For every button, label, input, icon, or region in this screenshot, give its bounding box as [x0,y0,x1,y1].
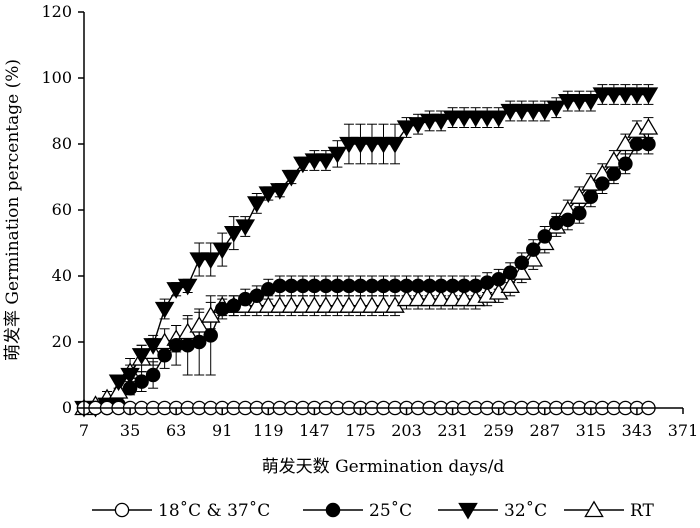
y-tick-label: 0 [62,398,72,417]
x-tick-label: 35 [120,421,140,440]
legend-label: 25˚C [369,501,412,521]
data-point [189,316,209,333]
data-point [560,212,576,228]
data-point [595,176,610,191]
y-axis-title: 萌发率 Germination percentage (%) [3,59,23,361]
data-point [134,374,149,389]
data-point [526,242,541,257]
x-tick-label: 287 [529,421,560,440]
data-point [572,206,587,221]
data-point [500,276,520,294]
data-point [143,338,163,355]
series-line [83,126,649,409]
data-point [618,156,633,172]
data-point [157,347,172,363]
data-point [293,156,313,174]
data-point [569,187,590,204]
legend: 18˚C & 37˚C 25˚C 32˚C RT [92,500,655,521]
data-point [534,103,555,121]
data-point [606,166,622,181]
data-point [514,255,529,271]
x-tick-label: 63 [166,421,186,440]
x-tick-label: 371 [668,421,699,440]
y-tick-label: 40 [52,266,72,285]
data-point [511,263,532,280]
y-tick-label: 100 [41,68,72,87]
data-point [491,272,506,287]
data-point [258,186,279,203]
error-bars [90,84,654,409]
data-point [212,242,233,260]
data-point [191,334,207,350]
data-point [200,252,221,269]
data-point [385,136,405,154]
data-point [235,219,256,236]
legend-label: RT [630,501,655,521]
data-point [226,298,241,313]
data-point [581,93,601,111]
tick-marks [78,11,684,414]
data-point [281,169,302,187]
data-point [108,374,129,392]
data-point [154,301,175,319]
legend-marker [114,502,130,518]
data-point [546,100,567,118]
y-tick-label: 60 [52,200,72,219]
legend-label: 32˚C [504,501,547,521]
data-point [537,229,553,244]
data-point [327,146,348,164]
x-tick-label: 7 [79,421,89,440]
data-point [583,189,599,205]
x-tick-label: 315 [576,421,607,440]
x-tick-label: 259 [483,421,514,440]
tick-labels: 7 35 63 91 119 147 175 203 231 259 287 315 343 371 0 20… [41,2,698,440]
x-tick-label: 119 [253,421,284,440]
legend-marker [584,500,604,518]
data-point [641,136,656,152]
x-tick-label: 203 [391,421,422,440]
data-point [502,265,518,280]
data-point [408,117,428,134]
data-point [131,348,152,365]
x-tick-label: 147 [299,421,330,440]
x-tick-label: 175 [345,421,376,440]
series-markers [74,87,659,418]
data-point [249,288,265,304]
x-axis-title: 萌发天数 Germination days/d [262,457,505,477]
x-tick-label: 343 [622,421,653,440]
data-point [488,110,509,128]
data-point [145,367,161,383]
data-point [396,120,417,137]
data-point [638,87,659,104]
y-tick-label: 120 [41,2,72,21]
data-point [166,282,186,299]
data-point [270,183,290,200]
data-point [203,328,218,343]
data-point [120,367,140,385]
legend-marker [458,502,478,520]
data-point [223,225,244,243]
x-tick-label: 91 [212,421,232,440]
data-point [316,153,336,170]
y-tick-label: 80 [52,134,72,153]
x-tick-label: 231 [437,421,468,440]
legend-label: 18˚C & 37˚C [158,501,270,521]
data-point [638,118,659,135]
data-point [177,278,198,296]
data-point [200,306,221,323]
data-point [247,196,267,213]
data-point [431,113,451,131]
legend-marker [325,502,341,518]
y-tick-label: 20 [52,332,72,351]
data-point [615,134,636,152]
